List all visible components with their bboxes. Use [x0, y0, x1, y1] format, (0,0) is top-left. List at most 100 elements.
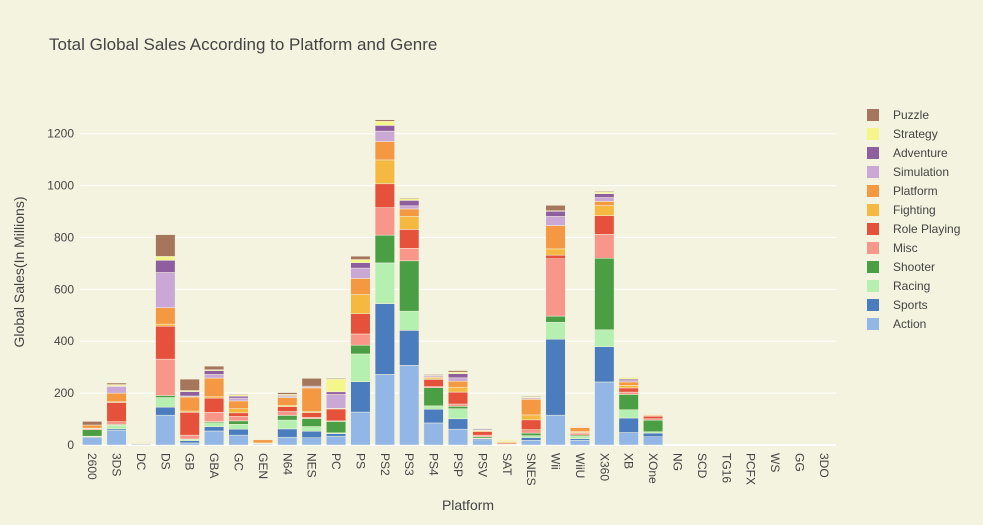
- bar-stack-3DS[interactable]: [106, 382, 127, 446]
- legend-item-fighting[interactable]: Fighting: [867, 203, 936, 217]
- bar-segment-Wii-puzzle[interactable]: [545, 205, 566, 212]
- bar-segment-PS-puzzle[interactable]: [350, 255, 371, 260]
- legend-item-shooter[interactable]: Shooter: [867, 260, 935, 274]
- bar-segment-NES-sports[interactable]: [301, 431, 322, 438]
- bar-segment-GC-role-playing[interactable]: [228, 412, 249, 417]
- bar-segment-GC-misc[interactable]: [228, 416, 249, 422]
- bar-segment-GBA-role-playing[interactable]: [204, 397, 225, 413]
- bar-segment-N64-shooter[interactable]: [277, 415, 298, 421]
- bar-segment-DS-racing[interactable]: [155, 397, 176, 408]
- legend-item-simulation[interactable]: Simulation: [867, 165, 949, 179]
- bar-segment-Wii-racing[interactable]: [545, 322, 566, 340]
- bar-segment-GB-role-playing[interactable]: [179, 412, 200, 436]
- legend-item-puzzle[interactable]: Puzzle: [867, 108, 929, 122]
- bar-segment-2600-platform[interactable]: [82, 424, 103, 429]
- bar-segment-DS-strategy[interactable]: [155, 256, 176, 261]
- legend-item-misc[interactable]: Misc: [867, 241, 918, 255]
- bar-segment-N64-platform[interactable]: [277, 397, 298, 406]
- bar-segment-PSV-puzzle[interactable]: [472, 427, 493, 429]
- bar-segment-3DS-misc[interactable]: [106, 421, 127, 425]
- bar-segment-PS3-sports[interactable]: [399, 330, 420, 366]
- bar-segment-DS-puzzle[interactable]: [155, 234, 176, 257]
- bar-segment-NES-action[interactable]: [301, 437, 322, 446]
- bar-segment-XB-shooter[interactable]: [618, 394, 639, 410]
- bar-segment-N64-role-playing[interactable]: [277, 406, 298, 412]
- bar-stack-PSV[interactable]: [472, 427, 493, 446]
- bar-segment-X360-platform[interactable]: [594, 201, 615, 206]
- bar-segment-PS3-adventure[interactable]: [399, 200, 420, 207]
- bar-segment-DS-role-playing[interactable]: [155, 325, 176, 360]
- bars[interactable]: [82, 119, 664, 446]
- bar-stack-XOne[interactable]: [643, 413, 664, 446]
- bar-segment-PSP-misc[interactable]: [447, 403, 469, 407]
- bar-segment-GB-adventure[interactable]: [179, 391, 200, 397]
- bar-segment-PS2-fighting[interactable]: [374, 159, 395, 185]
- bar-stack-PS2[interactable]: [374, 119, 395, 446]
- bar-segment-PS2-simulation[interactable]: [374, 130, 395, 142]
- bar-segment-GEN-platform[interactable]: [252, 439, 273, 444]
- bar-segment-GBA-puzzle[interactable]: [204, 365, 225, 371]
- bar-stack-PS[interactable]: [350, 255, 371, 446]
- bar-segment-PS-adventure[interactable]: [350, 262, 371, 269]
- bar-segment-PS-sports[interactable]: [350, 381, 371, 413]
- bar-segment-PS-simulation[interactable]: [350, 267, 371, 279]
- bar-stack-DS[interactable]: [155, 234, 176, 446]
- legend-item-adventure[interactable]: Adventure: [867, 146, 948, 160]
- bar-segment-PS2-sports[interactable]: [374, 303, 395, 375]
- bar-segment-XOne-role-playing[interactable]: [643, 415, 664, 420]
- bar-segment-PC-simulation[interactable]: [326, 394, 347, 409]
- bar-segment-PSP-action[interactable]: [447, 428, 469, 446]
- bar-segment-GBA-platform[interactable]: [204, 377, 225, 398]
- bar-stack-SAT[interactable]: [496, 439, 517, 446]
- bar-segment-PSV-action[interactable]: [472, 439, 493, 446]
- bar-segment-PS4-role-playing[interactable]: [423, 379, 444, 387]
- bar-segment-2600-shooter[interactable]: [82, 429, 103, 437]
- bar-segment-PS2-puzzle[interactable]: [374, 119, 395, 122]
- bar-segment-WiiU-racing[interactable]: [569, 436, 590, 440]
- bar-segment-PS4-sports[interactable]: [423, 408, 444, 424]
- bar-segment-X360-adventure[interactable]: [594, 193, 615, 198]
- bar-segment-PS2-misc[interactable]: [374, 207, 395, 236]
- bar-segment-SNES-misc[interactable]: [521, 429, 542, 434]
- bar-segment-DS-shooter[interactable]: [155, 395, 176, 398]
- bar-segment-DS-adventure[interactable]: [155, 260, 176, 273]
- bar-segment-X360-role-playing[interactable]: [594, 215, 615, 235]
- bar-segment-PS-misc[interactable]: [350, 333, 371, 346]
- bar-stack-XB[interactable]: [618, 377, 639, 446]
- bar-segment-X360-puzzle[interactable]: [594, 191, 615, 193]
- bar-segment-X360-sports[interactable]: [594, 346, 615, 383]
- bar-stack-GB[interactable]: [179, 378, 200, 446]
- bar-segment-N64-sports[interactable]: [277, 428, 298, 438]
- bar-segment-PS-racing[interactable]: [350, 353, 371, 382]
- bar-segment-SAT-strategy[interactable]: [496, 439, 517, 442]
- bar-segment-X360-action[interactable]: [594, 381, 615, 446]
- bar-stack-DC[interactable]: [130, 441, 151, 446]
- bar-segment-3DS-racing[interactable]: [106, 425, 127, 430]
- bar-segment-SNES-role-playing[interactable]: [521, 419, 542, 430]
- bar-stack-SNES[interactable]: [521, 395, 542, 446]
- bar-stack-PS4[interactable]: [423, 373, 444, 446]
- bar-segment-GB-sports[interactable]: [179, 440, 200, 444]
- bar-stack-PSP[interactable]: [447, 370, 469, 446]
- bar-segment-SNES-platform[interactable]: [521, 399, 542, 416]
- bar-segment-PC-sports[interactable]: [326, 433, 347, 437]
- bar-segment-PS3-role-playing[interactable]: [399, 229, 420, 249]
- bar-segment-PSP-shooter[interactable]: [447, 406, 469, 409]
- bar-segment-XOne-adventure[interactable]: [643, 413, 664, 415]
- bar-stack-GC[interactable]: [228, 393, 249, 446]
- bar-segment-SNES-action[interactable]: [521, 440, 542, 446]
- bar-segment-PSP-adventure[interactable]: [447, 373, 469, 379]
- bar-segment-PS3-action[interactable]: [399, 365, 420, 446]
- bar-segment-PS-action[interactable]: [350, 411, 371, 446]
- bar-segment-PSP-sports[interactable]: [447, 418, 469, 430]
- bar-segment-PSP-simulation[interactable]: [447, 377, 469, 382]
- legend-item-platform[interactable]: Platform: [867, 184, 938, 198]
- bar-segment-NES-racing[interactable]: [301, 426, 322, 432]
- legend-item-strategy[interactable]: Strategy: [867, 127, 938, 141]
- bar-segment-PS2-action[interactable]: [374, 374, 395, 446]
- bar-segment-Wii-action[interactable]: [545, 414, 566, 446]
- bar-stack-NES[interactable]: [301, 378, 322, 446]
- bar-segment-PS4-racing[interactable]: [423, 405, 444, 410]
- bar-segment-XOne-action[interactable]: [643, 436, 664, 446]
- bar-segment-SNES-sports[interactable]: [521, 437, 542, 441]
